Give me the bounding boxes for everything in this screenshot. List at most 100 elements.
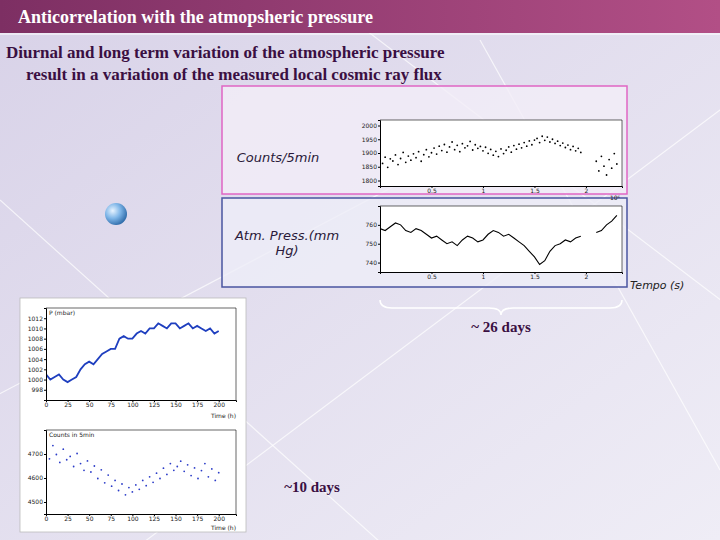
point — [118, 490, 120, 492]
tick-label: 100 — [127, 401, 139, 408]
tick: 200 — [214, 400, 226, 408]
point — [413, 153, 415, 155]
point — [546, 136, 548, 138]
marks — [46, 445, 220, 496]
point — [534, 139, 536, 141]
point — [580, 152, 582, 154]
tick: 1 — [482, 272, 486, 280]
tick-label: 0 — [45, 515, 49, 522]
point — [513, 145, 515, 147]
point — [531, 144, 533, 146]
tick: 175 — [192, 514, 204, 522]
tick-label: 125 — [149, 401, 161, 408]
tick-mark — [378, 167, 380, 168]
tick: 4700 — [28, 450, 46, 457]
point — [456, 144, 458, 146]
axis-line — [44, 431, 47, 515]
marks — [382, 135, 618, 176]
point — [80, 463, 82, 465]
point — [469, 141, 471, 143]
point — [562, 142, 564, 144]
point — [503, 153, 505, 155]
tick-label: 1004 — [28, 356, 43, 363]
tick: 1.5 — [530, 186, 540, 194]
point — [559, 145, 561, 147]
point — [541, 135, 543, 137]
point — [142, 480, 144, 482]
point — [152, 481, 154, 483]
brace — [380, 300, 622, 315]
point — [521, 147, 523, 149]
point — [90, 471, 92, 473]
point — [606, 174, 608, 176]
point — [69, 456, 71, 458]
tick-label: 1850 — [362, 163, 377, 170]
point — [510, 151, 512, 153]
tick-label: 75 — [107, 515, 115, 522]
point — [425, 149, 427, 151]
tick-label: 125 — [149, 515, 161, 522]
line — [46, 323, 219, 382]
tick-label: 200 — [214, 401, 226, 408]
tick-label: 1000 — [28, 376, 43, 383]
point — [382, 163, 384, 165]
tick: 1006 — [28, 345, 46, 352]
point — [567, 144, 569, 146]
point — [211, 468, 213, 470]
point — [197, 478, 199, 480]
tick-label: 760 — [366, 221, 378, 228]
y-axis: 18001850190019502000 — [362, 121, 381, 187]
point — [387, 166, 389, 168]
point — [539, 142, 541, 144]
point — [415, 157, 417, 159]
tick-label: 2 — [585, 187, 589, 194]
point — [443, 144, 445, 146]
point — [100, 469, 102, 471]
point — [552, 138, 554, 140]
x-label: Time (h) — [210, 412, 236, 419]
point — [389, 158, 391, 160]
point — [405, 161, 407, 163]
point — [180, 460, 182, 462]
tick-mark — [44, 454, 46, 455]
point — [557, 140, 559, 142]
point — [384, 156, 386, 158]
y-axis: 740750760 — [366, 207, 381, 273]
subtitle: Diurnal and long term variation of the a… — [6, 43, 445, 62]
tick-label: 75 — [107, 401, 115, 408]
point — [431, 152, 433, 154]
plot-area — [46, 430, 236, 514]
point — [418, 151, 420, 153]
x-axis: 0.511.52 — [381, 186, 623, 194]
point — [505, 149, 507, 151]
point — [111, 485, 113, 487]
point — [454, 149, 456, 151]
tick: 0.5 — [427, 272, 437, 280]
point — [125, 494, 127, 496]
axis-line — [378, 207, 381, 273]
point — [62, 448, 64, 450]
tick-mark — [44, 328, 46, 329]
point — [176, 466, 178, 468]
marks — [46, 323, 219, 382]
x-axis: 0255075100125150175200 — [45, 514, 237, 522]
tick-label: 998 — [32, 386, 44, 393]
point — [145, 485, 147, 487]
point — [159, 478, 161, 480]
header-bar — [0, 0, 720, 33]
tick: 1000 — [28, 376, 46, 383]
point — [218, 472, 220, 474]
y-axis: 9981000100210041006100810101012 — [28, 309, 47, 401]
tick-mark — [44, 390, 46, 391]
point — [87, 460, 89, 462]
point — [616, 163, 618, 165]
point — [451, 141, 453, 143]
y-axis: 450046004700 — [28, 431, 47, 515]
tick-label: 740 — [366, 259, 378, 266]
point — [428, 156, 430, 158]
header-rule — [0, 34, 720, 35]
tick: 175 — [192, 400, 204, 408]
tick: 740 — [366, 259, 380, 266]
point — [613, 153, 615, 155]
x-label: Tempo (s) — [630, 279, 684, 292]
